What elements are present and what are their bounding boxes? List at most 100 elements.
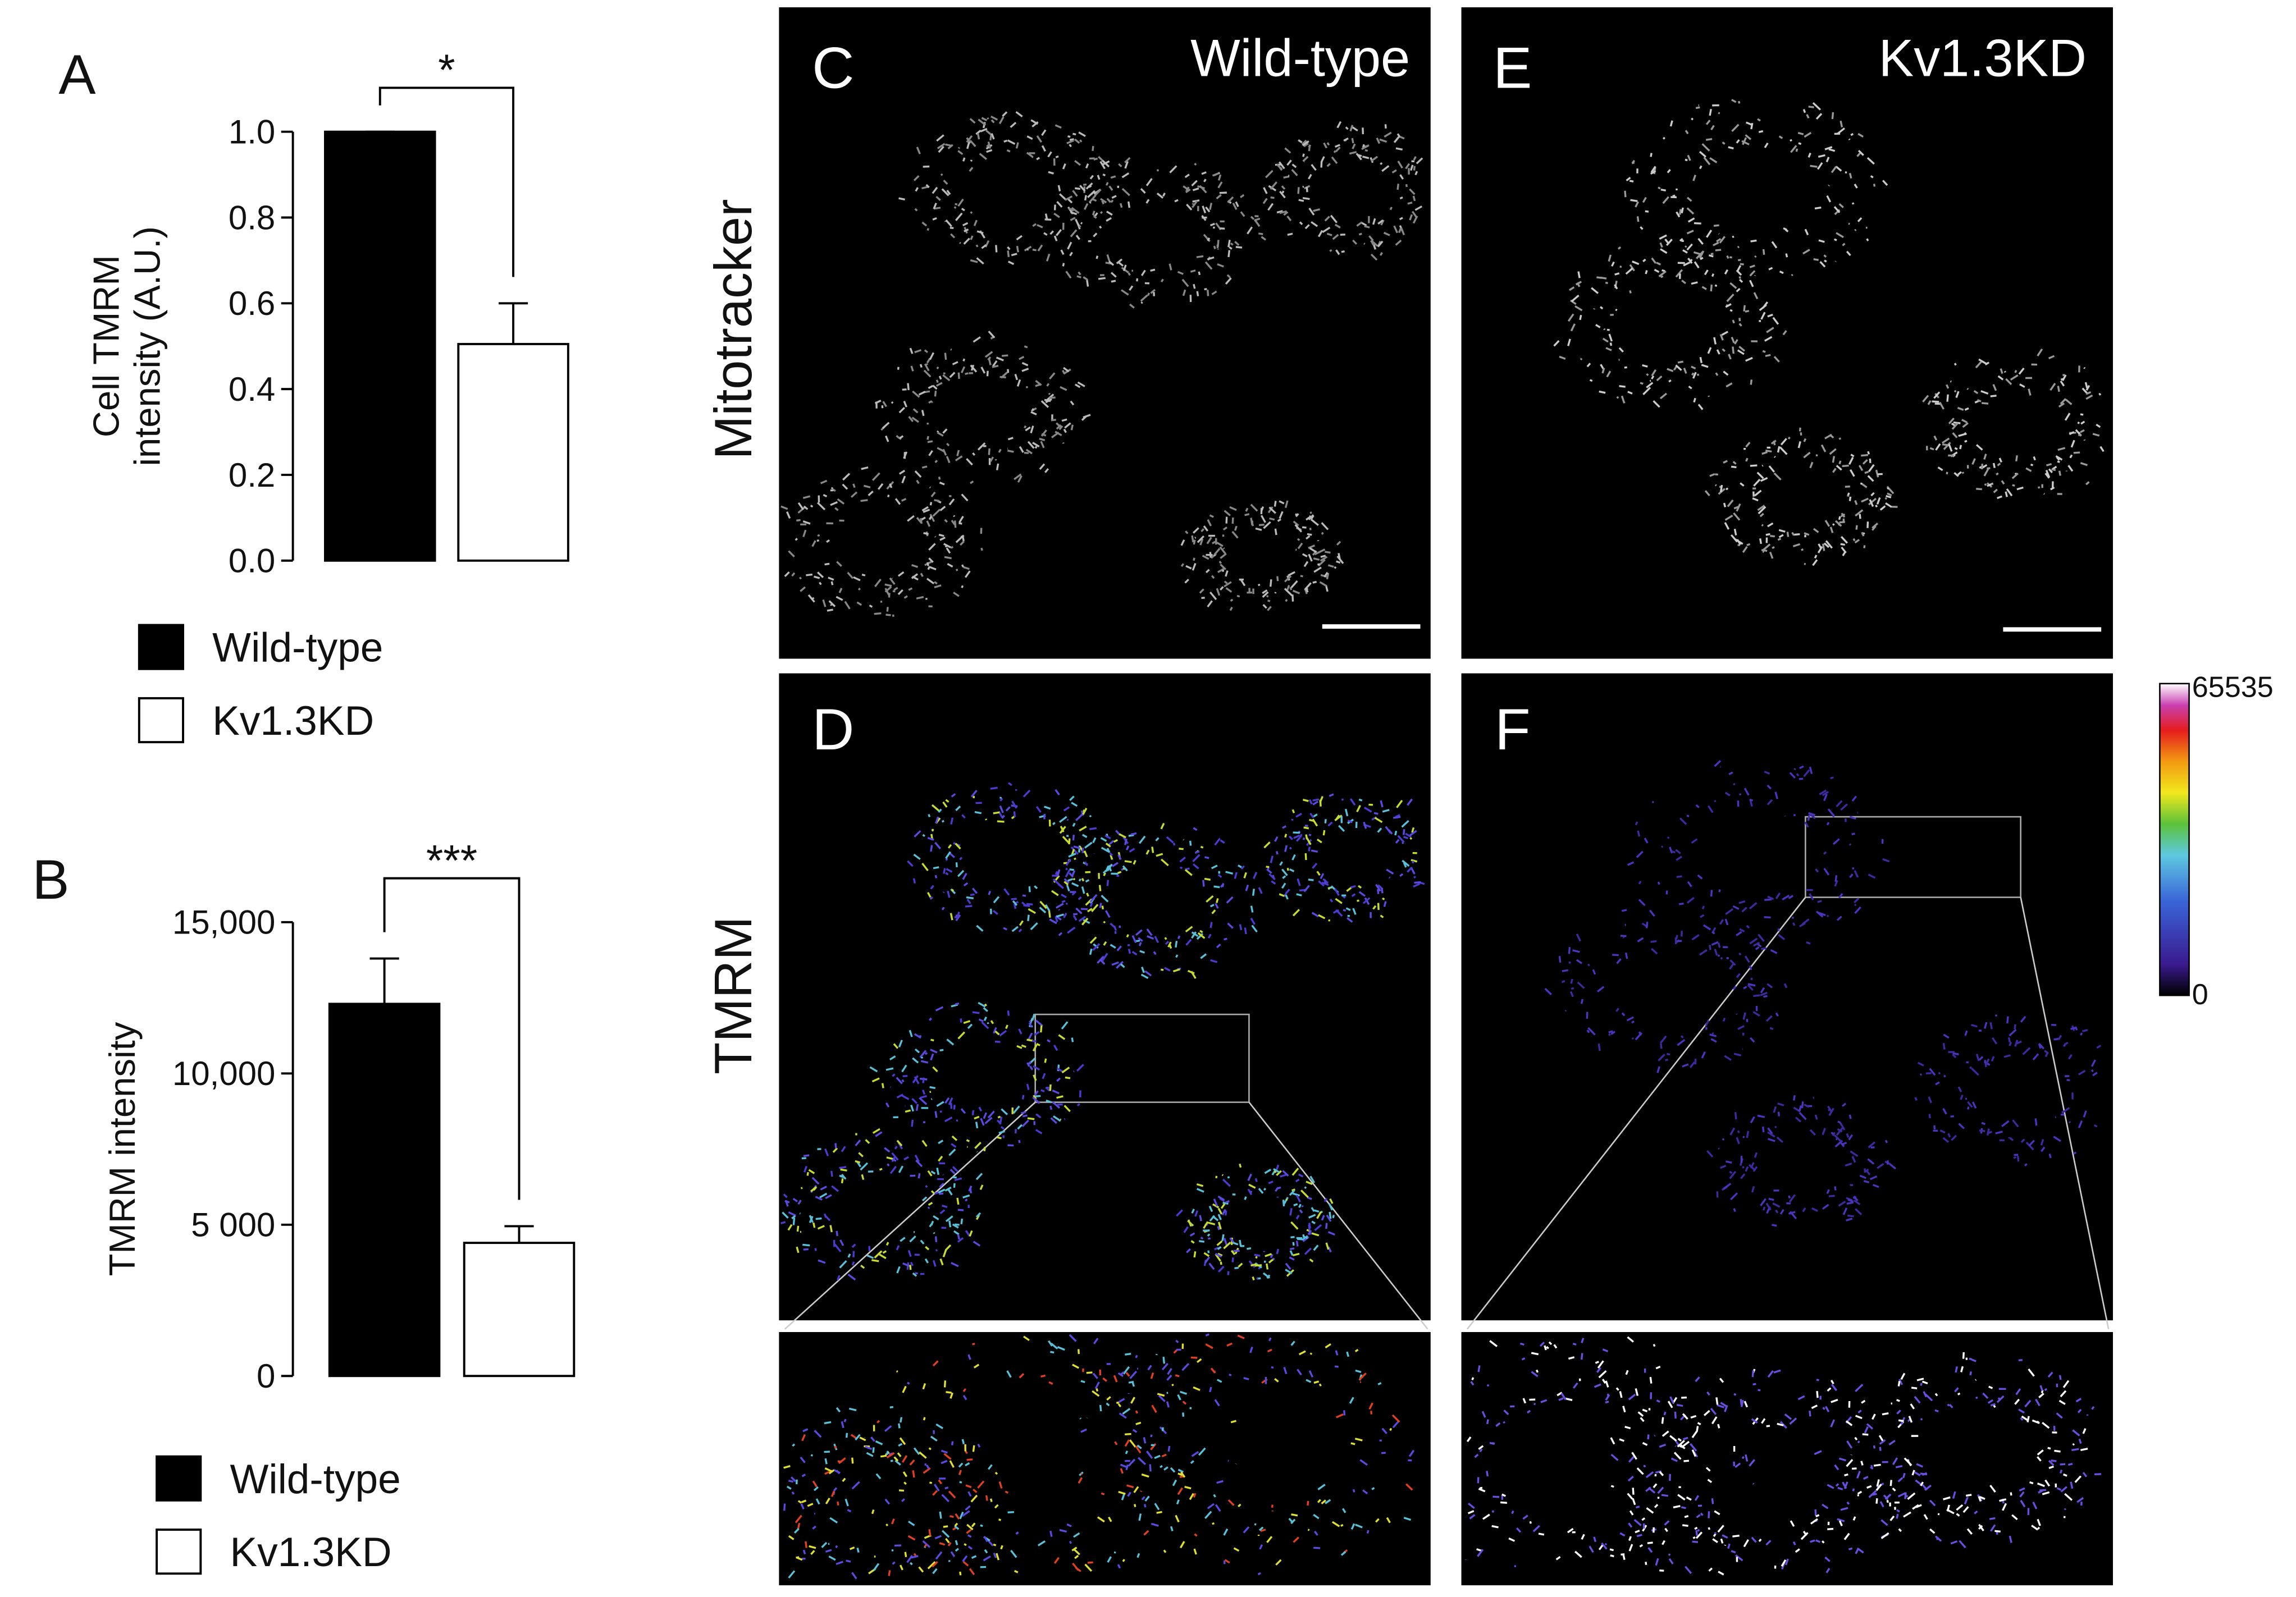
texture bbox=[1863, 545, 1866, 548]
texture bbox=[932, 1568, 938, 1575]
texture bbox=[1478, 1445, 1484, 1450]
texture bbox=[788, 550, 795, 558]
texture bbox=[1321, 881, 1329, 886]
texture bbox=[1668, 379, 1672, 383]
texture bbox=[1750, 239, 1757, 242]
texture bbox=[1827, 808, 1835, 817]
texture bbox=[1291, 1168, 1299, 1176]
texture bbox=[1813, 258, 1819, 261]
texture bbox=[2009, 1137, 2014, 1141]
texture bbox=[996, 1119, 1002, 1125]
texture bbox=[1033, 1065, 1040, 1071]
texture bbox=[966, 1458, 973, 1461]
texture bbox=[1597, 986, 1605, 992]
texture bbox=[1215, 903, 1219, 909]
texture bbox=[1087, 1561, 1093, 1564]
texture bbox=[1694, 261, 1700, 269]
texture bbox=[999, 798, 1003, 802]
texture bbox=[987, 1110, 995, 1119]
texture bbox=[1951, 422, 1959, 430]
texture bbox=[956, 911, 960, 919]
zoom-line bbox=[784, 1101, 1036, 1330]
texture bbox=[1015, 142, 1019, 149]
texture bbox=[999, 1029, 1007, 1037]
texture bbox=[1782, 894, 1790, 901]
texture bbox=[886, 1452, 895, 1458]
texture bbox=[1184, 1485, 1192, 1490]
texture bbox=[1168, 263, 1172, 271]
texture bbox=[1806, 941, 1811, 945]
texture bbox=[1822, 1204, 1829, 1210]
texture bbox=[1225, 516, 1228, 524]
texture bbox=[1738, 345, 1746, 352]
texture bbox=[1205, 206, 1211, 213]
texture bbox=[1751, 1370, 1754, 1378]
texture bbox=[1308, 553, 1313, 562]
texture bbox=[1182, 1401, 1187, 1405]
texture bbox=[1040, 1089, 1045, 1092]
texture bbox=[1307, 1230, 1312, 1235]
texture bbox=[1269, 517, 1275, 521]
texture bbox=[1738, 323, 1742, 327]
texture bbox=[985, 818, 988, 821]
texture bbox=[2038, 1393, 2044, 1398]
texture bbox=[896, 1245, 900, 1251]
texture bbox=[915, 1104, 919, 1111]
texture bbox=[993, 1027, 997, 1034]
texture bbox=[921, 862, 929, 872]
texture bbox=[1851, 202, 1855, 205]
texture bbox=[914, 830, 921, 838]
texture bbox=[1080, 810, 1084, 816]
bar bbox=[324, 130, 436, 562]
texture bbox=[1700, 1512, 1704, 1516]
texture bbox=[942, 891, 945, 894]
texture bbox=[1729, 1127, 1736, 1136]
texture bbox=[1793, 533, 1800, 536]
texture bbox=[1808, 812, 1816, 816]
texture bbox=[1063, 878, 1070, 884]
texture bbox=[1479, 1448, 1483, 1453]
texture bbox=[1018, 1140, 1021, 1143]
texture bbox=[2048, 1459, 2055, 1466]
texture bbox=[1226, 1342, 1233, 1347]
texture bbox=[1939, 1129, 1946, 1134]
texture bbox=[1266, 1536, 1273, 1543]
texture bbox=[1311, 912, 1319, 918]
texture bbox=[1660, 189, 1667, 192]
texture bbox=[1397, 161, 1403, 169]
texture bbox=[1017, 475, 1023, 483]
texture bbox=[934, 584, 942, 588]
texture bbox=[2073, 451, 2080, 454]
texture bbox=[1701, 905, 1705, 910]
texture bbox=[836, 1561, 843, 1566]
texture bbox=[875, 1473, 882, 1480]
texture bbox=[950, 1392, 953, 1399]
y-tick-label: 1.0 bbox=[229, 113, 275, 151]
texture bbox=[1285, 889, 1290, 895]
texture bbox=[1738, 952, 1742, 956]
texture bbox=[1659, 1444, 1667, 1448]
texture bbox=[1864, 470, 1869, 474]
texture bbox=[961, 814, 966, 819]
texture bbox=[1570, 323, 1576, 332]
texture bbox=[1619, 1438, 1625, 1442]
texture bbox=[1162, 1356, 1166, 1364]
texture bbox=[1370, 253, 1378, 261]
texture bbox=[2024, 1399, 2032, 1408]
texture bbox=[1489, 1442, 1495, 1445]
texture bbox=[1110, 199, 1114, 203]
texture bbox=[1745, 442, 1751, 448]
texture bbox=[963, 882, 969, 887]
texture bbox=[887, 1163, 890, 1166]
texture bbox=[1110, 854, 1113, 860]
texture bbox=[1325, 1343, 1331, 1349]
texture bbox=[1356, 221, 1363, 227]
texture bbox=[2011, 472, 2019, 479]
texture bbox=[2060, 398, 2067, 405]
texture bbox=[2072, 1443, 2075, 1446]
texture bbox=[938, 1479, 943, 1485]
texture bbox=[1299, 834, 1303, 838]
texture bbox=[2005, 378, 2012, 385]
texture bbox=[2018, 367, 2025, 375]
texture bbox=[1710, 1408, 1717, 1415]
